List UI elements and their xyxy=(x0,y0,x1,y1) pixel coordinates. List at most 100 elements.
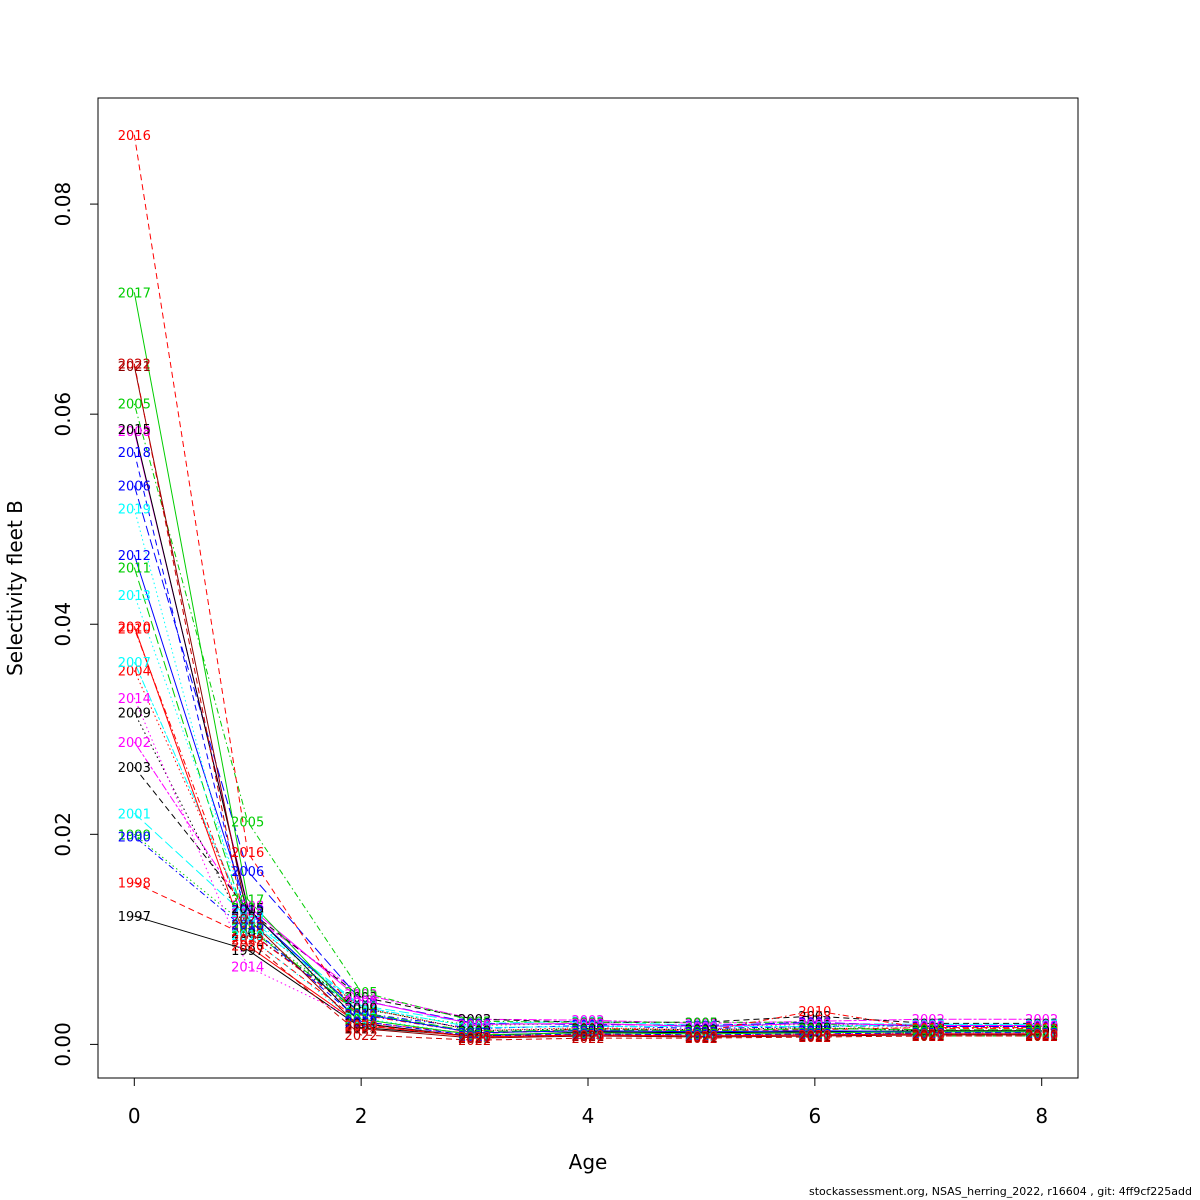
point-label-2021-age-3: 2021 xyxy=(458,1032,491,1047)
point-label-2008-age-3: 2008 xyxy=(458,1018,491,1033)
point-label-2015-age-6: 2015 xyxy=(798,1029,831,1044)
point-label-2018-age-7: 2018 xyxy=(912,1027,945,1042)
point-label-2013-age-7: 2013 xyxy=(912,1026,945,1041)
point-label-2000-age-6: 2000 xyxy=(798,1021,831,1036)
point-label-2015-age-3: 2015 xyxy=(458,1031,491,1046)
point-label-2007-age-7: 2007 xyxy=(912,1018,945,1033)
point-label-2004-age-8: 2004 xyxy=(1025,1022,1058,1037)
point-label-2017-age-7: 2017 xyxy=(912,1026,945,1041)
point-label-2017-age-0: 2017 xyxy=(118,286,151,301)
point-label-2005-age-3: 2005 xyxy=(458,1015,491,1030)
point-label-2019-age-6: 2019 xyxy=(798,1029,831,1044)
point-label-1997-age-2: 1997 xyxy=(345,1022,378,1037)
point-label-2009-age-7: 2009 xyxy=(912,1025,945,1040)
series-line-2018 xyxy=(133,451,1042,1037)
point-label-2003-age-5: 2003 xyxy=(685,1016,718,1031)
point-label-2014-age-4: 2014 xyxy=(571,1028,604,1043)
point-label-2010-age-5: 2010 xyxy=(685,1026,718,1041)
point-label-2017-age-3: 2017 xyxy=(458,1029,491,1044)
point-label-1997-age-4: 1997 xyxy=(571,1026,604,1041)
point-label-2019-age-7: 2019 xyxy=(912,1028,945,1043)
point-label-2005-age-5: 2005 xyxy=(685,1016,718,1031)
point-label-2013-age-6: 2013 xyxy=(798,1027,831,1042)
point-label-2020-age-0: 2020 xyxy=(118,620,151,635)
point-label-2004-age-1: 2004 xyxy=(231,914,264,929)
point-label-2014-age-3: 2014 xyxy=(458,1030,491,1045)
point-label-2010-age-0: 2010 xyxy=(118,622,151,637)
axis-layer: 0 2 4 6 8 0.00 0.02 0.04 0.06 0.08 xyxy=(51,182,1048,1128)
point-label-2009-age-4: 2009 xyxy=(571,1023,604,1038)
point-label-1997-age-3: 1997 xyxy=(458,1030,491,1045)
series-line-2014 xyxy=(133,697,1042,1037)
point-label-2000-age-7: 2000 xyxy=(912,1020,945,1035)
point-label-2019-age-2: 2019 xyxy=(345,1020,378,1035)
point-label-2012-age-6: 2012 xyxy=(798,1025,831,1040)
point-label-2007-age-5: 2007 xyxy=(685,1021,718,1036)
point-label-2010-age-3: 2010 xyxy=(458,1027,491,1042)
point-label-2019-age-4: 2019 xyxy=(571,1029,604,1044)
point-label-2014-age-5: 2014 xyxy=(685,1029,718,1044)
point-label-2009-age-6: 2009 xyxy=(798,1022,831,1037)
point-label-2001-age-5: 2001 xyxy=(685,1020,718,1035)
point-label-2012-age-7: 2012 xyxy=(912,1026,945,1041)
point-label-2016-age-0: 2016 xyxy=(118,129,151,144)
point-label-2016-age-8: 2016 xyxy=(1025,1028,1058,1043)
point-label-2022-age-7: 2022 xyxy=(912,1030,945,1045)
point-label-2022-age-4: 2022 xyxy=(571,1032,604,1047)
point-label-2019-age-8: 2019 xyxy=(1025,1028,1058,1043)
point-label-2006-age-3: 2006 xyxy=(458,1017,491,1032)
point-label-2021-age-7: 2021 xyxy=(912,1029,945,1044)
point-label-2003-age-4: 2003 xyxy=(571,1016,604,1031)
point-label-2018-age-8: 2018 xyxy=(1025,1027,1058,1042)
point-label-2010-age-7: 2010 xyxy=(912,1023,945,1038)
point-label-2013-age-4: 2013 xyxy=(571,1027,604,1042)
point-label-2016-age-4: 2016 xyxy=(571,1030,604,1045)
point-label-2009-age-3: 2009 xyxy=(458,1025,491,1040)
point-label-2012-age-4: 2012 xyxy=(571,1025,604,1040)
point-label-2012-age-5: 2012 xyxy=(685,1026,718,1041)
series-line-2017 xyxy=(133,292,1042,1036)
point-label-2003-age-6: 2003 xyxy=(798,1010,831,1025)
point-label-2021-age-6: 2021 xyxy=(798,1030,831,1045)
point-label-2013-age-1: 2013 xyxy=(231,906,264,921)
point-label-2004-age-5: 2004 xyxy=(685,1024,718,1039)
point-label-2015-age-8: 2015 xyxy=(1025,1028,1058,1043)
point-label-2018-age-3: 2018 xyxy=(458,1030,491,1045)
series-line-2020 xyxy=(133,626,1042,1038)
point-label-2008-age-6: 2008 xyxy=(798,1017,831,1032)
point-label-2008-age-5: 2008 xyxy=(685,1021,718,1036)
point-label-2015-age-1: 2015 xyxy=(231,902,264,917)
point-label-2003-age-3: 2003 xyxy=(458,1013,491,1028)
point-label-2005-age-7: 2005 xyxy=(912,1030,945,1045)
point-label-2000-age-8: 2000 xyxy=(1025,1020,1058,1035)
point-label-2021-age-2: 2021 xyxy=(345,1023,378,1038)
point-label-1997-age-8: 1997 xyxy=(1025,1025,1058,1040)
point-label-2008-age-8: 2008 xyxy=(1025,1020,1058,1035)
point-label-2018-age-0: 2018 xyxy=(118,446,151,461)
footer-credit: stockassessment.org, NSAS_herring_2022, … xyxy=(809,1185,1192,1198)
point-label-2001-age-8: 2001 xyxy=(1025,1018,1058,1033)
point-label-2008-age-4: 2008 xyxy=(571,1017,604,1032)
point-label-2022-age-2: 2022 xyxy=(345,1029,378,1044)
point-label-2017-age-1: 2017 xyxy=(231,893,264,908)
point-label-2010-age-4: 2010 xyxy=(571,1025,604,1040)
series-line-2008 xyxy=(133,430,1042,1028)
point-label-2022-age-0: 2022 xyxy=(118,358,151,373)
point-label-2018-age-4: 2018 xyxy=(571,1028,604,1043)
series-line-2009 xyxy=(133,712,1042,1032)
point-label-2003-age-1: 2003 xyxy=(231,904,264,919)
point-label-2009-age-1: 2009 xyxy=(231,927,264,942)
point-label-2014-age-7: 2014 xyxy=(912,1027,945,1042)
series-line-2022 xyxy=(133,363,1042,1041)
point-label-2020-age-8: 2020 xyxy=(1025,1028,1058,1043)
point-label-2005-age-8: 2005 xyxy=(1025,1030,1058,1045)
point-label-2009-age-8: 2009 xyxy=(1025,1025,1058,1040)
point-label-2000-age-5: 2000 xyxy=(685,1023,718,1038)
point-label-2015-age-2: 2015 xyxy=(345,1017,378,1032)
point-label-2018-age-1: 2018 xyxy=(231,919,264,934)
point-label-2020-age-6: 2020 xyxy=(798,1029,831,1044)
point-label-2004-age-6: 2004 xyxy=(798,1023,831,1038)
point-label-2019-age-3: 2019 xyxy=(458,1031,491,1046)
point-label-1997-age-5: 1997 xyxy=(685,1027,718,1042)
point-label-2008-age-7: 2008 xyxy=(912,1020,945,1035)
